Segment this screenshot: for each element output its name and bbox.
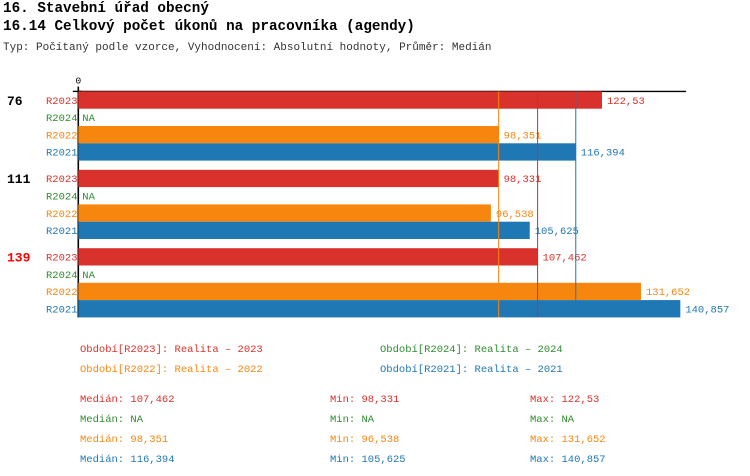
svg-text:105,625: 105,625 (535, 226, 579, 238)
svg-text:98,351: 98,351 (504, 130, 542, 142)
svg-text:R2024: R2024 (46, 270, 78, 282)
svg-text:R2021: R2021 (46, 304, 78, 316)
svg-text:R2022: R2022 (46, 287, 78, 299)
svg-text:NA: NA (82, 270, 95, 282)
svg-text:R2024: R2024 (46, 113, 78, 125)
svg-text:98,331: 98,331 (504, 174, 542, 186)
svg-text:R2023: R2023 (46, 253, 78, 265)
svg-text:96,538: 96,538 (496, 209, 534, 221)
svg-text:R2023: R2023 (46, 96, 78, 108)
svg-text:116,394: 116,394 (581, 148, 625, 160)
svg-text:76: 76 (7, 94, 23, 109)
svg-text:NA: NA (82, 191, 95, 203)
svg-text:R2023: R2023 (46, 174, 78, 186)
svg-text:R2022: R2022 (46, 209, 78, 221)
svg-text:NA: NA (82, 113, 95, 125)
svg-text:139: 139 (7, 251, 31, 266)
svg-text:R2024: R2024 (46, 191, 78, 203)
svg-text:107,462: 107,462 (543, 253, 587, 265)
svg-text:111: 111 (7, 172, 31, 187)
svg-text:R2022: R2022 (46, 130, 78, 142)
svg-text:131,652: 131,652 (646, 287, 690, 299)
svg-text:R2021: R2021 (46, 226, 78, 238)
svg-text:140,857: 140,857 (685, 304, 729, 316)
svg-text:R2021: R2021 (46, 148, 78, 160)
svg-text:0: 0 (75, 76, 81, 87)
svg-text:122,53: 122,53 (607, 96, 645, 108)
